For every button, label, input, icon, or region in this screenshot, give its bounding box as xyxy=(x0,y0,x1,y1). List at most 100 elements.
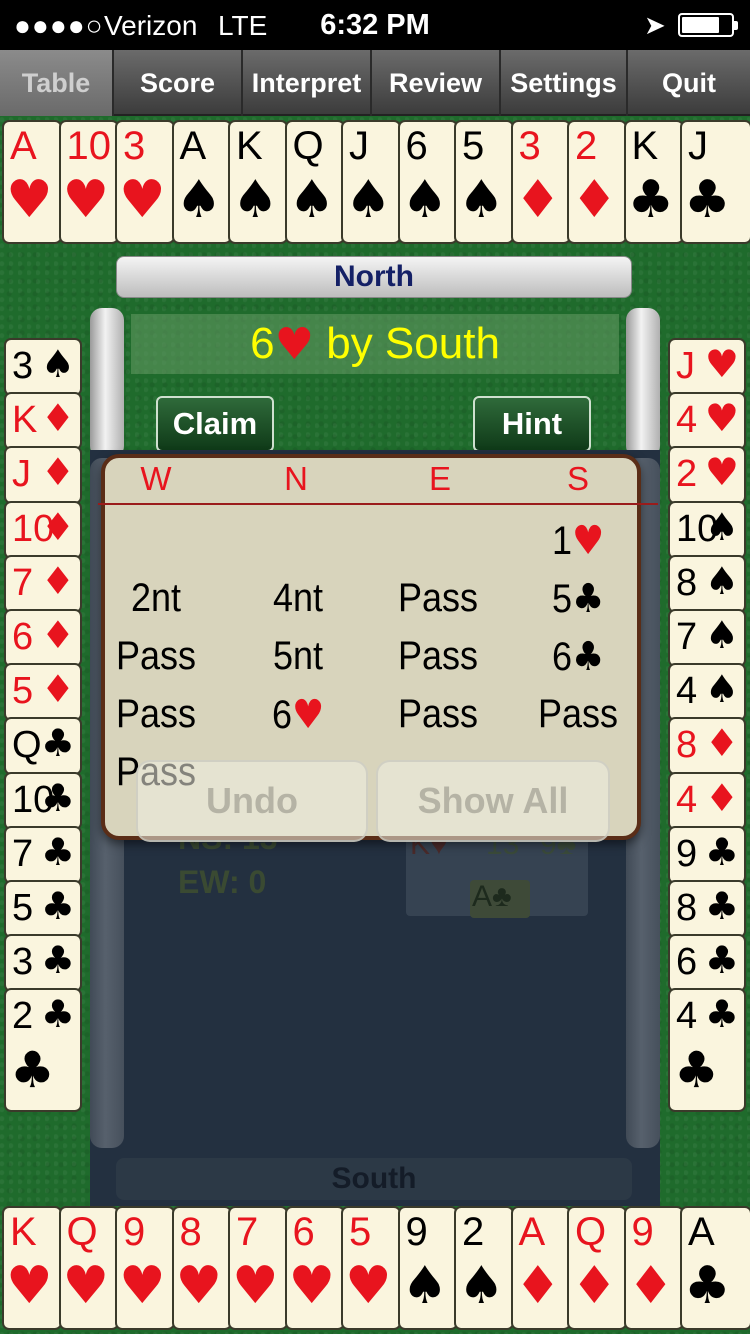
card-7-heart[interactable]: 7 ♥ xyxy=(228,1206,288,1330)
card-7-spade[interactable]: 7 ♠ xyxy=(668,609,746,667)
card-4-heart[interactable]: 4 ♥ xyxy=(668,392,746,451)
card-3-club[interactable]: 3 ♣ xyxy=(4,934,82,993)
card-2-heart[interactable]: 2 ♥ xyxy=(668,446,746,505)
network-type: LTE xyxy=(218,10,268,41)
card-8-heart[interactable]: 8 ♥ xyxy=(171,1206,232,1330)
club-suit-icon: ♣ xyxy=(40,884,75,928)
card-5-heart[interactable]: 5 ♥ xyxy=(341,1206,401,1330)
card-rank: J xyxy=(676,345,695,387)
card-J-spade[interactable]: J ♠ xyxy=(341,120,401,244)
clock: 6:32 PM xyxy=(320,9,430,41)
card-4-club[interactable]: 4 ♣ ♣ xyxy=(668,988,746,1113)
card-7-diamond[interactable]: 7 ♦ xyxy=(4,554,82,613)
card-K-spade[interactable]: K ♠ xyxy=(228,120,288,244)
card-Q-diamond[interactable]: Q ♦ xyxy=(567,1206,627,1330)
card-4-spade[interactable]: 4 ♠ xyxy=(668,663,746,722)
card-J-heart[interactable]: J ♥ xyxy=(668,338,746,396)
card-3-spade[interactable]: 3 ♠ xyxy=(4,338,82,396)
card-rank: 9 xyxy=(405,1210,428,1254)
card-A-heart[interactable]: A ♥ xyxy=(2,120,62,244)
card-rank: 5 xyxy=(12,887,34,929)
card-6-spade[interactable]: 6 ♠ xyxy=(397,120,458,244)
heart-suit-icon: ♥ xyxy=(232,1256,279,1316)
card-A-diamond[interactable]: A ♦ xyxy=(510,1206,571,1330)
card-rank: 7 xyxy=(12,561,34,604)
card-9-diamond[interactable]: 9 ♦ xyxy=(623,1206,684,1330)
card-9-spade[interactable]: 9 ♠ xyxy=(397,1206,458,1330)
card-A-spade[interactable]: A ♠ xyxy=(171,120,232,244)
card-rank: 9 xyxy=(123,1210,146,1254)
card-rank: 10 xyxy=(12,778,55,821)
card-8-diamond[interactable]: 8 ♦ xyxy=(668,717,746,776)
hint-button[interactable]: Hint xyxy=(473,396,591,452)
card-rank: K xyxy=(12,399,38,442)
card-J-club[interactable]: J ♣ xyxy=(680,120,750,244)
diamond-suit-icon: ♦ xyxy=(704,721,739,766)
card-K-diamond[interactable]: K ♦ xyxy=(4,392,82,451)
tab-table[interactable]: Table xyxy=(0,50,114,116)
card-5-club[interactable]: 5 ♣ xyxy=(4,880,82,938)
heart-suit-icon: ♥ xyxy=(274,318,315,370)
tab-score[interactable]: Score xyxy=(114,50,243,116)
card-10-spade[interactable]: 10 ♠ xyxy=(668,500,746,559)
undo-button[interactable]: Undo xyxy=(136,760,368,842)
bid-cell: 5♣ xyxy=(552,576,604,622)
card-2-diamond[interactable]: 2 ♦ xyxy=(567,120,627,244)
card-5-spade[interactable]: 5 ♠ xyxy=(454,120,514,244)
bid-cell: 4nt xyxy=(272,576,324,620)
card-5-diamond[interactable]: 5 ♦ xyxy=(4,663,82,722)
card-rank: 7 xyxy=(236,1210,259,1254)
tab-review[interactable]: Review xyxy=(372,50,501,116)
heart-suit-icon: ♥ xyxy=(119,170,166,230)
card-rank: 6 xyxy=(676,941,698,984)
card-10-heart[interactable]: 10 ♥ xyxy=(58,120,119,244)
tab-settings[interactable]: Settings xyxy=(501,50,628,116)
bid-header-west: W xyxy=(140,460,172,497)
bid-cell: Pass xyxy=(115,634,197,678)
card-J-diamond[interactable]: J ♦ xyxy=(4,446,82,505)
club-suit-icon: ♣ xyxy=(704,992,739,1037)
card-2-club[interactable]: 2 ♣ ♣ xyxy=(4,988,82,1113)
show-all-button[interactable]: Show All xyxy=(376,760,610,842)
card-8-spade[interactable]: 8 ♠ xyxy=(668,554,746,613)
card-3-heart[interactable]: 3 ♥ xyxy=(115,120,175,244)
tab-interpret[interactable]: Interpret xyxy=(243,50,372,116)
bid-level: 1 xyxy=(551,519,572,563)
card-rank: 10 xyxy=(12,507,55,550)
card-10-club[interactable]: 10 ♣ xyxy=(4,771,82,830)
card-rank: 8 xyxy=(676,561,698,604)
card-4-diamond[interactable]: 4 ♦ xyxy=(668,771,746,830)
tab-quit[interactable]: Quit xyxy=(662,67,716,98)
bid-level: 5 xyxy=(551,577,572,621)
card-2-spade[interactable]: 2 ♠ xyxy=(454,1206,514,1330)
card-Q-club[interactable]: Q ♣ xyxy=(4,717,82,776)
card-9-heart[interactable]: 9 ♥ xyxy=(115,1206,175,1330)
bid-cell: 6♣ xyxy=(552,634,604,680)
card-rank: Q xyxy=(66,1210,98,1254)
card-6-heart[interactable]: 6 ♥ xyxy=(284,1206,345,1330)
club-suit-icon: ♣ xyxy=(40,992,75,1037)
card-rank: 2 xyxy=(462,1210,485,1254)
card-3-diamond[interactable]: 3 ♦ xyxy=(510,120,571,244)
bid-level: 6 xyxy=(271,693,292,737)
card-rank: 3 xyxy=(12,941,34,984)
card-10-diamond[interactable]: 10 ♦ xyxy=(4,500,82,559)
card-Q-heart[interactable]: Q ♥ xyxy=(58,1206,119,1330)
card-rank: 10 xyxy=(66,124,112,168)
card-K-club[interactable]: K ♣ xyxy=(623,120,684,244)
card-8-club[interactable]: 8 ♣ xyxy=(668,880,746,938)
card-7-club[interactable]: 7 ♣ xyxy=(4,825,82,884)
bid-header-north: N xyxy=(284,460,308,497)
card-9-club[interactable]: 9 ♣ xyxy=(668,825,746,884)
claim-button[interactable]: Claim xyxy=(156,396,274,452)
card-6-club[interactable]: 6 ♣ xyxy=(668,934,746,993)
spade-suit-icon: ♠ xyxy=(704,667,739,712)
card-K-heart[interactable]: K ♥ xyxy=(2,1206,62,1330)
contract-level: 6 xyxy=(250,319,275,368)
card-A-club[interactable]: A ♣ xyxy=(680,1206,750,1330)
card-Q-spade[interactable]: Q ♠ xyxy=(284,120,345,244)
ew-score: EW: 0 xyxy=(178,864,266,901)
status-bar: ●●●●○ Verizon LTE 6:32 PM ➤ xyxy=(0,0,750,50)
card-6-diamond[interactable]: 6 ♦ xyxy=(4,609,82,667)
table-left-rail xyxy=(90,308,124,458)
